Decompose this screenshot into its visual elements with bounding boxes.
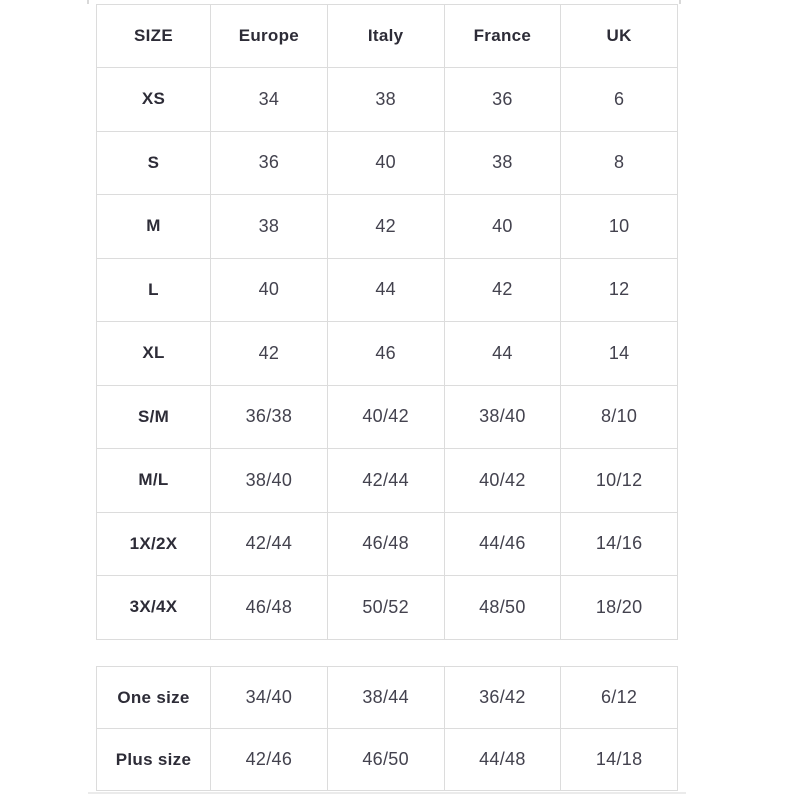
row-label: Plus size [96,728,211,791]
bottom-shadow-line [88,792,686,794]
size-value-cell: 42/44 [326,448,445,513]
row-label: S [96,130,211,195]
row-label: S/M [96,384,211,449]
row-label: One size [96,666,211,729]
size-value-cell: 38 [443,130,562,195]
size-value-cell: 42 [443,257,562,322]
size-value-cell: 38 [210,194,328,259]
size-value-cell: 36/38 [210,384,328,449]
size-value-cell: 42 [326,194,445,259]
size-value-cell: 46/48 [326,511,445,576]
row-label: 1X/2X [96,511,211,576]
row-label: 3X/4X [96,575,211,640]
size-value-cell: 8/10 [560,384,678,449]
table-row: XL 42 46 44 14 [96,321,678,386]
size-value-cell: 46 [326,321,445,386]
size-value-cell: 34 [210,67,328,132]
table-row: M/L 38/40 42/44 40/42 10/12 [96,448,678,513]
size-value-cell: 34/40 [210,666,328,729]
size-value-cell: 6 [560,67,678,132]
table-row: 3X/4X 46/48 50/52 48/50 18/20 [96,575,678,640]
size-value-cell: 6/12 [560,666,678,729]
size-value-cell: 50/52 [326,575,445,640]
size-value-cell: 36 [210,130,328,195]
column-header-europe: Europe [210,4,328,68]
cropped-border-fragment-left [87,0,89,4]
size-value-cell: 38/40 [443,384,562,449]
size-value-cell: 40 [326,130,445,195]
table-row: S/M 36/38 40/42 38/40 8/10 [96,384,678,449]
size-value-cell: 38 [326,67,445,132]
table-row: S 36 40 38 8 [96,130,678,195]
size-value-cell: 14/18 [560,728,678,791]
header-row: SIZE Europe Italy France UK [96,4,678,68]
size-value-cell: 14 [560,321,678,386]
size-value-cell: 14/16 [560,511,678,576]
size-value-cell: 18/20 [560,575,678,640]
size-value-cell: 42 [210,321,328,386]
size-value-cell: 8 [560,130,678,195]
row-label: XS [96,67,211,132]
size-value-cell: 46/50 [326,728,445,791]
size-value-cell: 12 [560,257,678,322]
size-value-cell: 10 [560,194,678,259]
row-label: M [96,194,211,259]
column-header-uk: UK [560,4,678,68]
size-value-cell: 40 [443,194,562,259]
size-value-cell: 10/12 [560,448,678,513]
size-value-cell: 42/44 [210,511,328,576]
special-sizes-table: One size 34/40 38/44 36/42 6/12 Plus size 42/4… [96,666,678,791]
size-value-cell: 38/44 [326,666,445,729]
size-value-cell: 44 [443,321,562,386]
table-row: One size 34/40 38/44 36/42 6/12 [96,666,678,729]
row-label: M/L [96,448,211,513]
size-value-cell: 36/42 [443,666,562,729]
table-row: 1X/2X 42/44 46/48 44/46 14/16 [96,511,678,576]
cropped-border-fragment-right [679,0,681,4]
size-value-cell: 46/48 [210,575,328,640]
size-rows: XS 34 38 36 6 S 36 40 38 8 M 38 42 40 10 L 40 44 42 12 XL 42 4… [96,67,678,640]
size-value-cell: 40/42 [326,384,445,449]
size-value-cell: 40 [210,257,328,322]
column-header-italy: Italy [326,4,445,68]
table-row: L 40 44 42 12 [96,257,678,322]
row-label: L [96,257,211,322]
size-value-cell: 44 [326,257,445,322]
column-header-size: SIZE [96,4,211,68]
size-value-cell: 42/46 [210,728,328,791]
column-header-france: France [443,4,562,68]
row-label: XL [96,321,211,386]
table-row: Plus size 42/46 46/50 44/48 14/18 [96,728,678,791]
size-value-cell: 36 [443,67,562,132]
size-value-cell: 44/46 [443,511,562,576]
table-row: XS 34 38 36 6 [96,67,678,132]
special-size-rows: One size 34/40 38/44 36/42 6/12 Plus size 42/4… [96,666,678,791]
size-conversion-table: SIZE Europe Italy France UK XS 34 38 36 6 S 36… [96,4,678,640]
size-value-cell: 40/42 [443,448,562,513]
table-row: M 38 42 40 10 [96,194,678,259]
size-value-cell: 38/40 [210,448,328,513]
size-value-cell: 48/50 [443,575,562,640]
size-value-cell: 44/48 [443,728,562,791]
